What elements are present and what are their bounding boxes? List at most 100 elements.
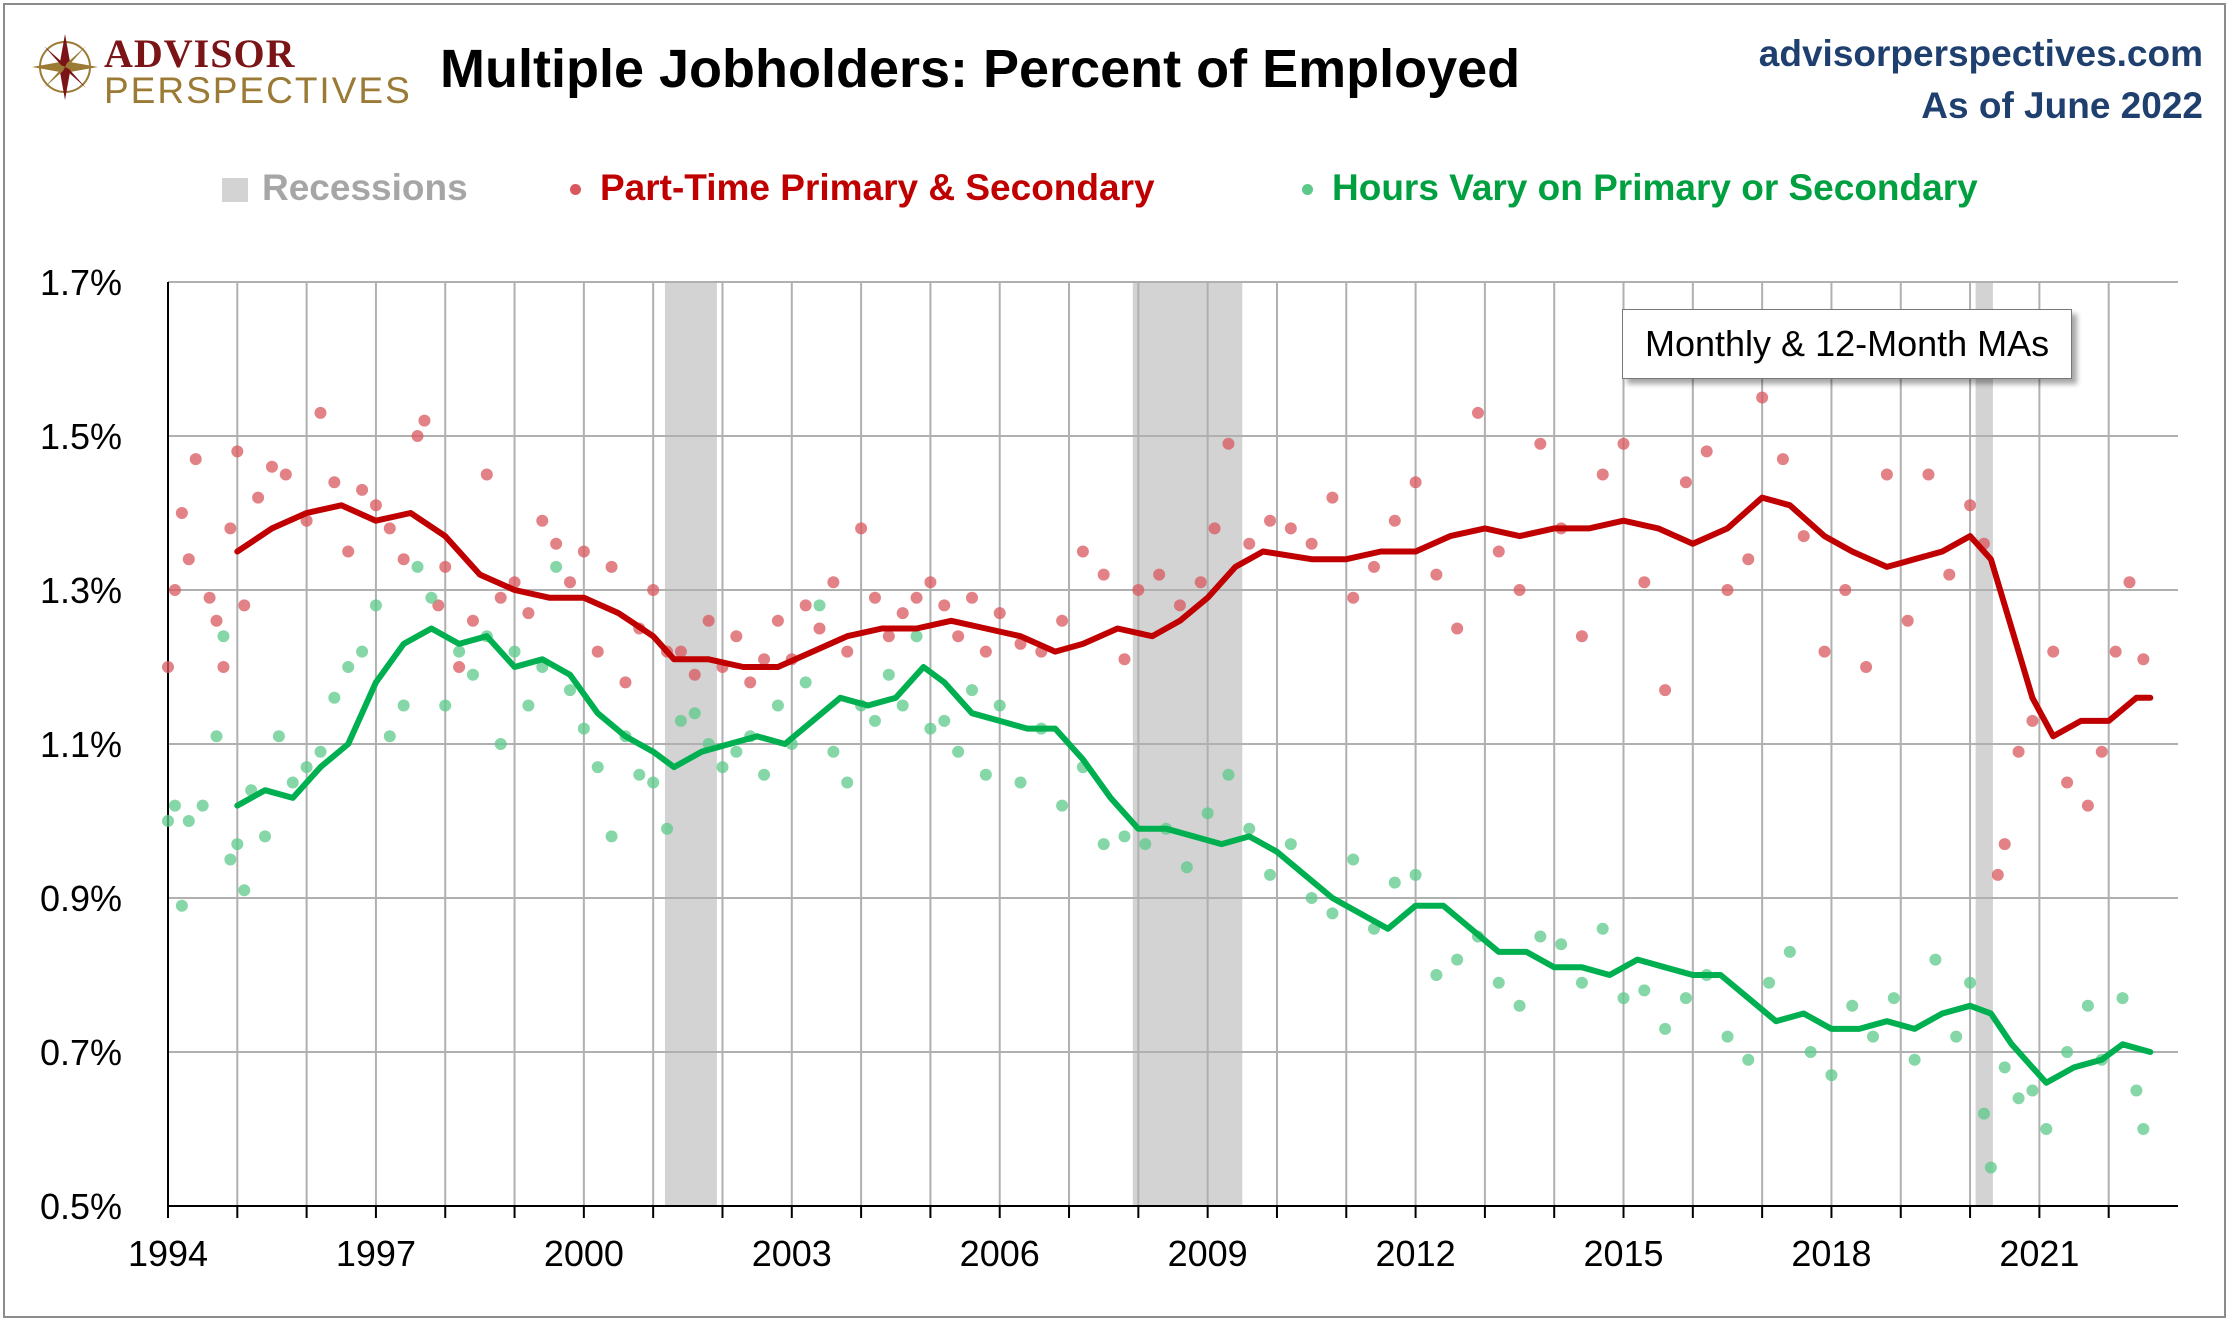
monthly-dot (619, 676, 632, 689)
monthly-dot (522, 699, 535, 712)
monthly-dot (453, 661, 466, 673)
monthly-dot (993, 607, 1006, 620)
monthly-dot (1222, 768, 1235, 781)
monthly-dot (702, 614, 715, 627)
monthly-dot (1638, 984, 1651, 997)
monthly-dot (2109, 645, 2122, 658)
monthly-dot (1908, 1053, 1921, 1066)
monthly-dot (2061, 776, 2074, 789)
monthly-dot (591, 761, 604, 774)
monthly-dot (2081, 999, 2094, 1012)
part-time-ma-line (234, 494, 2154, 740)
monthly-dot (550, 537, 563, 550)
monthly-dot (1208, 522, 1221, 535)
monthly-dot (938, 714, 951, 727)
monthly-dot (1887, 992, 1900, 1005)
monthly-dot (1180, 861, 1193, 874)
monthly-dot (466, 668, 479, 681)
monthly-dot (2026, 1084, 2039, 1097)
monthly-dot (522, 607, 535, 620)
monthly-dot (868, 591, 881, 604)
monthly-dot (716, 761, 729, 774)
monthly-dot (1305, 892, 1318, 904)
monthly-dot (2040, 1123, 2053, 1135)
monthly-dot (2137, 653, 2150, 666)
monthly-dot (1776, 453, 1789, 466)
monthly-dot (1880, 468, 1893, 481)
monthly-dot (238, 884, 251, 897)
monthly-dot (758, 768, 771, 781)
monthly-dot (1118, 653, 1131, 666)
monthly-dot (1575, 630, 1588, 643)
monthly-dot (1513, 999, 1526, 1012)
monthly-dot (272, 730, 285, 743)
x-tick-label: 2009 (1168, 1233, 1248, 1274)
site-url[interactable]: advisorperspectives.com (1758, 33, 2203, 74)
monthly-dot (730, 745, 743, 758)
legend-hours-vary-label: Hours Vary on Primary or Secondary (1332, 167, 1978, 208)
site-info: advisorperspectives.com As of June 2022 (1759, 28, 2203, 132)
monthly-dot (1721, 584, 1734, 596)
monthly-dot (1451, 622, 1464, 635)
x-tick-label: 2003 (752, 1233, 832, 1274)
monthly-dot (1998, 1061, 2011, 1074)
monthly-dot (411, 430, 424, 442)
monthly-dot (1659, 1022, 1672, 1035)
monthly-dot (1326, 491, 1339, 504)
x-tick-label: 2006 (960, 1233, 1040, 1274)
monthly-dot (1596, 922, 1609, 935)
monthly-dot (1076, 545, 1089, 558)
monthly-dot (564, 684, 576, 697)
monthly-dot (1846, 999, 1859, 1012)
monthly-dot (286, 776, 299, 789)
monthly-dot (1763, 976, 1776, 989)
monthly-dot (882, 668, 895, 681)
legend-recession-swatch (222, 178, 248, 202)
monthly-dot (1783, 945, 1796, 958)
monthly-dot (425, 591, 438, 604)
monthly-dot (1804, 1046, 1817, 1058)
monthly-dot (210, 614, 223, 627)
monthly-dot (979, 768, 992, 781)
monthly-dot (217, 630, 230, 643)
x-tick-label: 2015 (1583, 1233, 1663, 1274)
monthly-dot (342, 545, 355, 558)
monthly-dot (1742, 1053, 1755, 1066)
tick-labels: 0.5% 0.7% 0.9% 1.1% 1.3% 1.5% 1.7% 1994 1997 2000… (40, 262, 2079, 1274)
x-tick-label: 2012 (1376, 1233, 1456, 1274)
monthly-dot (1139, 838, 1152, 851)
monthly-dot (1929, 953, 1942, 966)
chart-note-box: Monthly & 12-Month MAs (1622, 309, 2073, 379)
y-tick-label: 1.5% (40, 416, 122, 457)
x-tick-label: 2000 (544, 1233, 624, 1274)
monthly-dot (162, 661, 174, 673)
x-tick-label: 2021 (1999, 1233, 2079, 1274)
monthly-dot (397, 553, 410, 566)
monthly-dot (1575, 976, 1588, 989)
monthly-dot (238, 599, 251, 612)
monthly-dot (1284, 838, 1297, 851)
monthly-dot (1492, 976, 1505, 989)
monthly-dot (203, 591, 216, 604)
monthly-dot (2047, 645, 2060, 658)
monthly-dot (661, 822, 674, 835)
monthly-dot (1991, 868, 2004, 881)
monthly-dot (2012, 1092, 2025, 1105)
monthly-dot (231, 838, 244, 851)
monthly-dot (813, 599, 826, 612)
monthly-dot (1721, 1030, 1734, 1043)
monthly-dot (1839, 584, 1852, 596)
monthly-dot (1222, 437, 1235, 450)
monthly-dot (855, 522, 868, 535)
monthly-dot (605, 560, 618, 573)
monthly-dot (2095, 745, 2108, 758)
monthly-dot (168, 584, 181, 596)
monthly-dot (1097, 838, 1110, 851)
monthly-dots (162, 391, 2150, 1174)
y-tick-label: 0.7% (40, 1032, 122, 1073)
monthly-dot (453, 645, 466, 658)
monthly-dot (577, 722, 590, 735)
monthly-dot (210, 730, 223, 743)
monthly-dot (688, 668, 701, 681)
monthly-dot (1984, 1161, 1997, 1174)
